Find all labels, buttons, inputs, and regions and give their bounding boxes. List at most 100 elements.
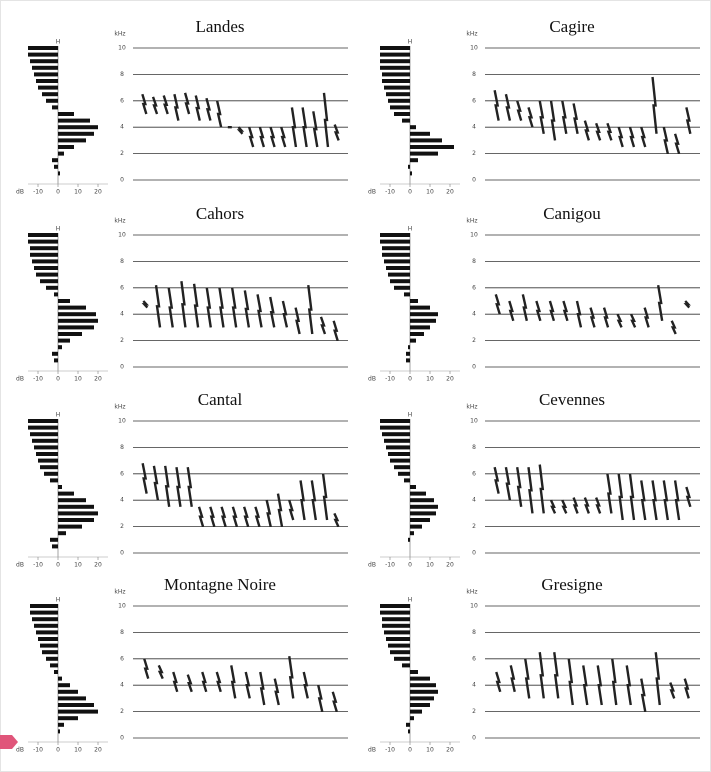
spectrum-label: H [408, 597, 413, 604]
y-tick-label: 2 [120, 150, 124, 157]
spectrum-bar [34, 624, 58, 628]
spectrum-bar [58, 729, 60, 733]
spectrum-bar [58, 696, 86, 700]
spectrum-bar [388, 452, 410, 456]
x-tick-label: 20 [446, 562, 454, 569]
x-tick-label: 0 [408, 189, 412, 196]
chart-title: Cantal [198, 390, 243, 409]
y-tick-label: 8 [472, 258, 476, 265]
spectrum-bar [402, 663, 410, 667]
spectrum-bar [410, 485, 416, 489]
spectrum-bar [58, 505, 94, 509]
spectrum-bar [410, 312, 438, 316]
spectrum-bar [40, 644, 58, 648]
y-tick-label: 2 [120, 708, 124, 715]
x-tick-label: 20 [446, 376, 454, 383]
spectrum-bar [402, 119, 410, 123]
spectrum-bar [390, 650, 410, 654]
spectrum-bar [36, 79, 58, 83]
x-tick-label: -10 [385, 562, 395, 569]
spectrum-bar [34, 266, 58, 270]
spectrum-bar [58, 112, 74, 116]
x-tick-label: 20 [94, 747, 102, 754]
spectrum-bar [410, 339, 416, 343]
y-tick-label: 0 [472, 177, 476, 184]
x-axis-label: dB [16, 747, 24, 754]
y-tick-label: 0 [120, 364, 124, 371]
spectrum-bar [58, 531, 66, 535]
spectrum-bar [406, 723, 410, 727]
x-tick-label: -10 [385, 376, 395, 383]
spectrum-bar [386, 445, 410, 449]
spectrum-label: H [56, 226, 61, 233]
spectrum-bar [58, 690, 78, 694]
spectrum-bar [46, 657, 58, 661]
spectrum-bar [28, 240, 58, 244]
spectrum-bar [404, 478, 410, 482]
spectrum-bar [58, 683, 70, 687]
spectrum-bar [36, 452, 58, 456]
spectrum-bar [382, 246, 410, 250]
spectrum-bar [58, 312, 96, 316]
spectrum-bar [410, 325, 430, 329]
x-tick-label: 0 [56, 747, 60, 754]
spectrum-bar [380, 59, 410, 63]
y-tick-label: 6 [472, 655, 476, 662]
spectrum-bar [410, 138, 442, 142]
spectrum-label: H [56, 39, 61, 46]
spectrum-bar [50, 538, 58, 542]
y-axis-label: kHz [114, 589, 125, 596]
spectrum-bar [410, 531, 414, 535]
spectrum-bar [388, 273, 410, 277]
spectrum-bar [410, 125, 416, 129]
x-tick-label: 10 [426, 562, 434, 569]
spectrum-bar [380, 66, 410, 70]
y-tick-label: 0 [120, 177, 124, 184]
spectrum-bar [382, 253, 410, 257]
spectrum-bar [410, 498, 434, 502]
spectrum-bar [394, 286, 410, 290]
spectrum-bar [30, 611, 58, 615]
chart-title: Cahors [196, 204, 244, 223]
spectrum-bar [44, 472, 58, 476]
y-tick-label: 10 [118, 603, 126, 610]
spectrum-bar [394, 465, 410, 469]
y-tick-label: 4 [120, 124, 124, 131]
spectrum-bar [380, 426, 410, 430]
y-tick-label: 2 [472, 337, 476, 344]
spectrum-label: H [56, 597, 61, 604]
y-tick-label: 10 [470, 45, 478, 52]
y-tick-label: 8 [120, 444, 124, 451]
spectrum-bar [30, 604, 58, 608]
spectrum-bar [38, 86, 58, 90]
spectrum-bar [390, 459, 410, 463]
x-tick-label: 10 [74, 189, 82, 196]
spectrum-bar [30, 253, 58, 257]
spectrum-bar [28, 53, 58, 57]
spectrum-bar [410, 703, 430, 707]
x-tick-label: 10 [426, 376, 434, 383]
spectrum-bar [410, 683, 436, 687]
spectrum-bar [58, 485, 62, 489]
spectrum-bar [382, 617, 410, 621]
x-axis-label: dB [16, 562, 24, 569]
spectrum-bar [32, 66, 58, 70]
spectrum-bar [58, 710, 98, 714]
x-tick-label: 10 [426, 747, 434, 754]
y-axis-label: kHz [466, 589, 477, 596]
spectrum-bar [410, 710, 422, 714]
y-tick-label: 10 [118, 418, 126, 425]
y-tick-label: 10 [470, 418, 478, 425]
spectrum-bar [54, 358, 58, 362]
y-tick-label: 4 [120, 497, 124, 504]
spectrum-bar [32, 259, 58, 263]
y-tick-label: 4 [472, 497, 476, 504]
spectrum-bar [34, 72, 58, 76]
spectrum-bar [38, 637, 58, 641]
spectrum-bar [58, 703, 94, 707]
spectrum-bar [58, 145, 74, 149]
chart-title: Montagne Noire [164, 575, 276, 594]
y-tick-label: 6 [120, 655, 124, 662]
spectrum-bar [28, 233, 58, 237]
figure: LandesH-1001020dBkHz0246810CagireH-10010… [0, 0, 711, 772]
